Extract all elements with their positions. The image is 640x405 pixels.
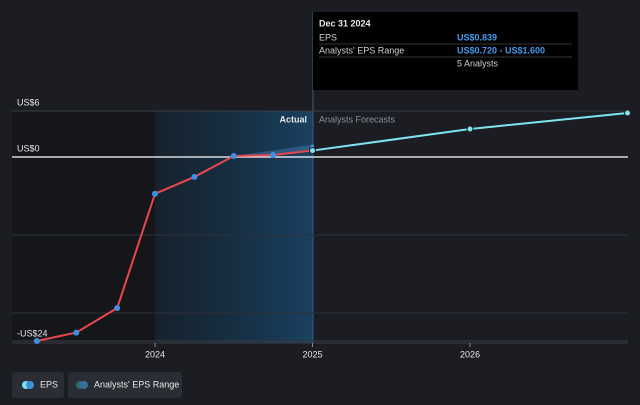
x-tick-label: 2025 [302,349,322,359]
data-point [114,305,121,312]
data-point [152,190,158,197]
data-point [624,109,631,117]
data-point [270,152,277,159]
tooltip-value: US$0.720 - US$1.600 [457,45,545,55]
legend-swatch [80,381,88,389]
y-tick-label: US$6 [17,97,40,107]
legend-item[interactable] [68,372,182,398]
past-shade [12,111,155,343]
x-tick-label: 2024 [145,349,165,359]
tooltip-label: EPS [319,32,337,42]
tooltip-date: Dec 31 2024 [319,18,371,28]
tooltip-value: 5 Analysts [457,58,499,68]
legend: EPS Analysts' EPS Range [12,372,182,398]
data-point [466,125,474,133]
legend-label: Analysts' EPS Range [94,379,179,389]
tooltip-value: US$0.839 [457,32,497,42]
legend-swatch [26,381,34,389]
legend-label: EPS [40,379,58,389]
region-label: Analysts Forecasts [319,114,396,124]
series-line [36,149,313,342]
tooltip-box [313,12,578,90]
data-point [191,173,198,180]
data-point [33,338,40,344]
tooltip-label: Analysts' EPS Range [319,45,404,55]
legend-item[interactable] [12,372,64,398]
tooltip: Dec 31 2024 EPS US$0.839 Analysts' EPS Ran… [313,12,578,90]
range-band [233,144,313,157]
actual-highlight [155,111,313,343]
region-label: Actual [279,114,307,124]
x-tick-label: 2026 [460,349,480,359]
data-point [230,153,237,160]
y-tick-label: US$0 [17,143,40,153]
data-point [73,329,80,336]
data-point [309,147,316,155]
y-tick-label: -US$24 [17,328,48,338]
